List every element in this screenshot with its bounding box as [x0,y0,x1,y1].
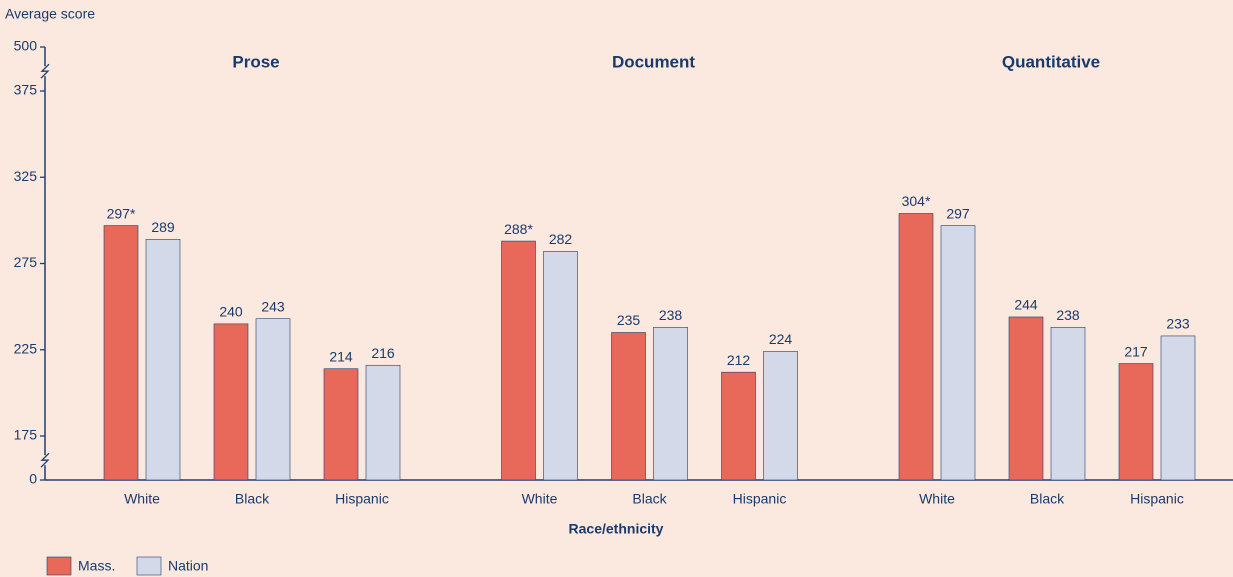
x-tick-label: Black [632,491,667,507]
value-label: 212 [727,352,751,368]
bar [611,332,646,481]
bar [653,327,688,481]
bar [213,323,249,481]
legend-swatch [136,556,162,576]
value-label: 304* [902,193,931,209]
bar [365,364,401,481]
value-label: 233 [1166,316,1190,332]
x-tick-label: Hispanic [335,491,389,507]
x-tick-label: White [919,491,955,507]
bar [1160,335,1196,481]
x-tick-label: White [124,491,160,507]
y-tick-label: 325 [14,168,38,184]
x-tick-label: Black [1030,491,1065,507]
bar [1118,363,1154,481]
x-tick-label: White [522,491,558,507]
value-label: 297* [107,205,136,221]
bar [763,351,798,481]
value-label: 240 [219,304,243,320]
panel-title: Document [612,52,695,71]
bar [323,368,359,481]
value-label: 288* [504,221,533,237]
bar [1008,316,1044,481]
panel-title: Quantitative [1002,52,1100,71]
bar [1050,327,1086,481]
x-axis-label: Race/ethnicity [569,521,664,537]
bar [898,213,934,481]
bar [103,225,139,481]
bar [501,240,536,481]
value-label: 238 [1056,307,1080,323]
y-tick-label: 225 [14,340,38,356]
axis-break [40,63,50,79]
value-label: 216 [371,345,395,361]
legend-swatch [46,556,72,576]
value-label: 217 [1124,343,1148,359]
x-tick-label: Black [235,491,270,507]
bar [145,239,181,481]
legend-label: Nation [168,558,208,574]
panel-title: Prose [232,52,279,71]
value-label: 243 [261,298,285,314]
y-tick-label: 0 [29,471,37,487]
value-label: 224 [769,331,793,347]
bar [543,251,578,481]
x-tick-label: Hispanic [1130,491,1184,507]
value-label: 214 [329,348,353,364]
y-tick-label: 275 [14,254,38,270]
value-label: 235 [617,312,641,328]
legend-label: Mass. [78,558,115,574]
y-tick-label: 375 [14,82,38,98]
value-label: 244 [1014,297,1038,313]
y-tick-label: 175 [14,427,38,443]
bar [940,225,976,481]
bar [255,318,291,481]
value-label: 289 [151,219,175,235]
value-label: 282 [549,231,573,247]
axis-break [40,452,50,468]
x-tick-label: Hispanic [733,491,787,507]
bar [721,371,756,481]
value-label: 238 [659,307,683,323]
value-label: 297 [946,205,970,221]
y-axis-label: Average score [5,6,95,22]
y-tick-label: 500 [14,38,38,54]
